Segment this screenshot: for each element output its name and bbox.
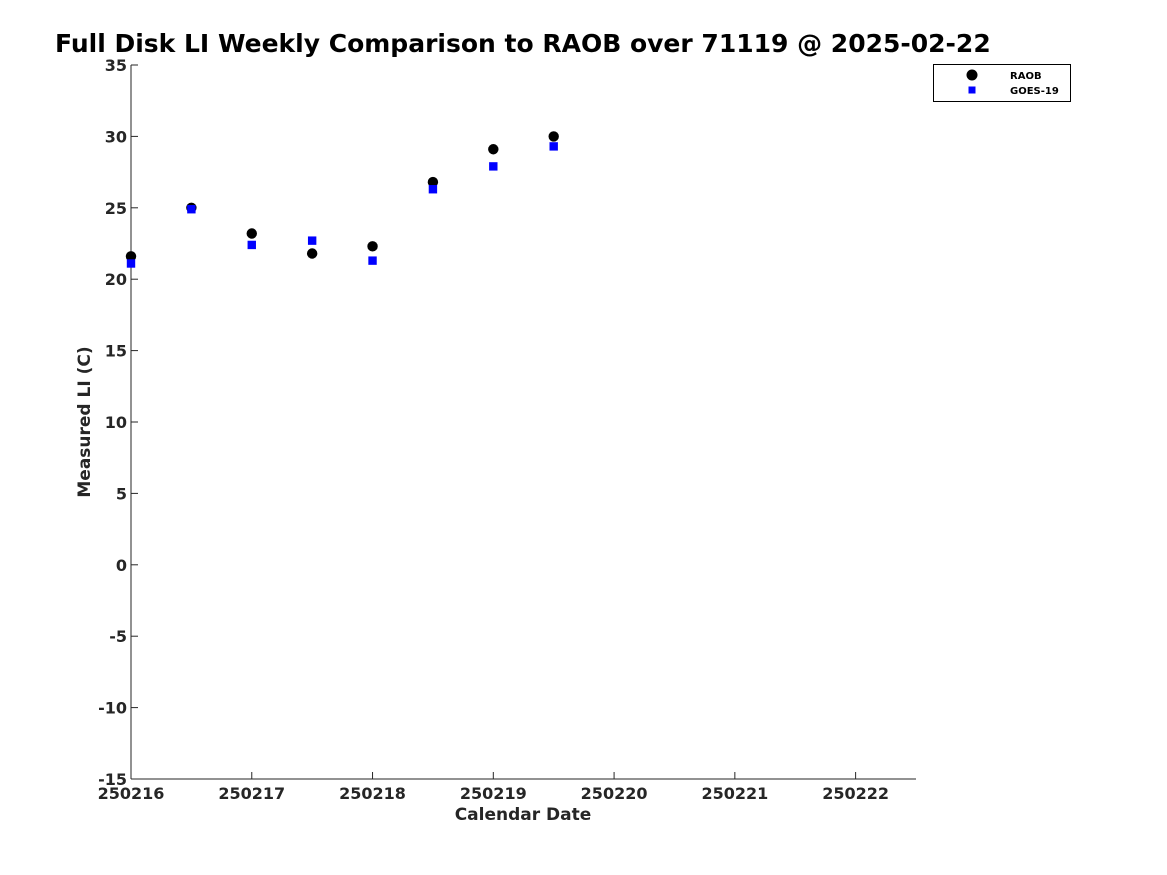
goes-19-point [549,142,558,151]
x-tick-label: 250222 [822,784,889,803]
raob-point [548,131,559,142]
y-tick-label: -10 [98,699,127,718]
x-axis-label: Calendar Date [455,805,592,825]
legend-box [933,64,1071,102]
y-tick-label: 15 [105,342,127,361]
y-tick-label: 30 [105,127,127,146]
x-tick-label: 250217 [218,784,285,803]
raob-point [367,241,378,252]
raob-point [246,228,257,239]
y-axis-label: Measured LI (C) [75,346,95,497]
y-tick-label: -5 [109,627,127,646]
y-tick-label: 35 [105,56,127,75]
goes-19-point [187,205,196,214]
legend: RAOB GOES-19 [933,64,1071,102]
y-tick-label: 5 [116,484,127,503]
x-tick-label: 250218 [339,784,406,803]
data-markers [125,131,559,268]
goes-19-point [307,236,317,245]
x-tick-label: 250221 [701,784,768,803]
x-ticks: 250216 250217 250218 250219 250220 250221 2502… [98,772,889,803]
y-tick-label: 25 [105,199,127,218]
raob-point [427,176,439,188]
y-tick-label: 0 [116,556,127,575]
y-tick-label: 20 [105,270,127,289]
legend-marker-goes [968,86,976,94]
goes-19-point [368,256,377,265]
x-tick-label: 250220 [581,784,648,803]
raob-point [306,248,318,259]
chart-title: Full Disk LI Weekly Comparison to RAOB o… [55,29,991,58]
goes-19-point [489,162,498,171]
x-tick-label: 250216 [98,784,165,803]
x-tick-label: 250219 [460,784,527,803]
y-tick-label: -15 [98,770,127,789]
legend-label-raob: RAOB [1010,71,1042,82]
y-ticks: -15 -10 -5 0 5 10 15 20 25 30 35 [98,56,138,789]
raob-point [125,251,137,262]
legend-label-goes: GOES-19 [1010,86,1059,97]
plot-area [130,65,916,780]
goes-19-point [247,240,256,250]
y-tick-label: 10 [105,413,127,432]
legend-marker-raob [966,69,978,81]
goes-19-point [126,259,136,268]
raob-point [488,144,499,155]
goes-19-point [428,185,438,194]
